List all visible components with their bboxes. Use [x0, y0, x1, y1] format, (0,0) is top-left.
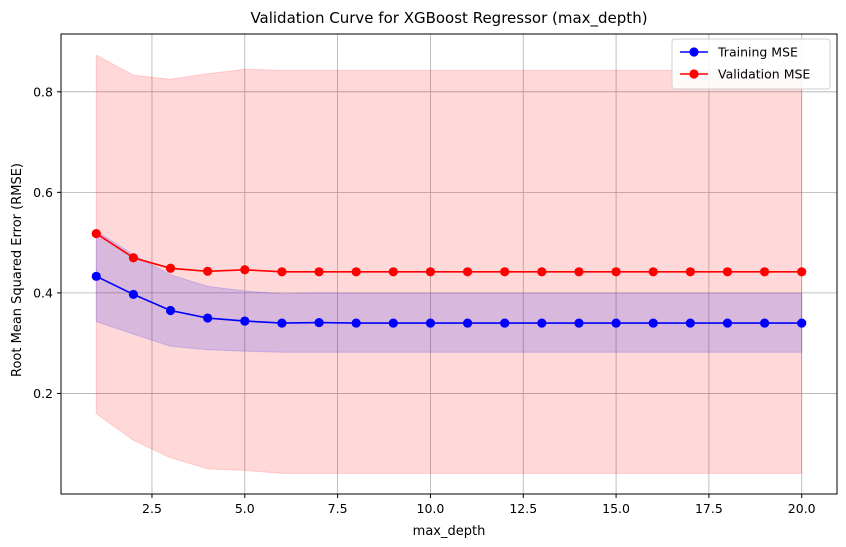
std-band-validation: [95, 54, 803, 474]
data-point-validation: [240, 265, 250, 275]
series-line-training: [95, 275, 802, 324]
data-point-training: [574, 318, 584, 328]
data-point-training: [500, 318, 510, 328]
data-point-training: [240, 316, 250, 326]
data-point-training: [722, 318, 733, 328]
data-point-validation: [648, 267, 658, 277]
data-point-validation: [351, 267, 361, 277]
y-tick-label: 0.4: [33, 285, 53, 300]
data-point-validation: [314, 267, 324, 277]
data-point-training: [351, 318, 361, 328]
x-axis-label: max_depth: [413, 524, 486, 539]
data-point-validation: [165, 263, 176, 273]
axes-frame: [60, 33, 838, 495]
data-point-validation: [797, 267, 807, 277]
x-tick-label: 10.0: [417, 501, 445, 516]
legend-label-training: Training MSE: [717, 45, 798, 60]
y-tick-label: 0.8: [33, 84, 53, 99]
data-point-validation: [759, 267, 770, 277]
legend: Training MSE Validation MSE: [671, 38, 831, 90]
y-tick-label: 0.6: [33, 185, 53, 200]
data-point-validation: [462, 267, 473, 277]
series-line-validation: [95, 232, 802, 273]
chart-title: Validation Curve for XGBoost Regressor (…: [250, 9, 647, 28]
data-point-validation: [685, 267, 695, 277]
data-point-validation: [537, 267, 547, 277]
data-point-training: [537, 318, 547, 328]
data-point-training: [165, 305, 176, 316]
x-tick-label: 12.5: [509, 501, 537, 516]
x-tick-label: 20.0: [788, 501, 816, 516]
data-point-training: [203, 313, 213, 323]
grid-lines: [61, 34, 837, 494]
data-point-training: [759, 318, 770, 328]
legend-box: [671, 38, 831, 90]
x-tick-label: 2.5: [142, 501, 162, 516]
x-tick-label: 17.5: [695, 501, 723, 516]
data-point-training: [277, 318, 287, 328]
y-axis-label: Root Mean Squared Error (RMSE): [10, 163, 25, 377]
legend-marker-training: [689, 47, 699, 57]
data-point-validation: [388, 267, 398, 277]
data-point-validation: [574, 267, 584, 277]
std-bands: [95, 54, 803, 474]
data-point-training: [91, 271, 101, 281]
legend-marker-validation: [689, 69, 699, 79]
data-point-training: [425, 318, 436, 328]
y-tick-label: 0.2: [33, 386, 53, 401]
series-lines: [91, 228, 807, 328]
data-point-validation: [203, 266, 213, 276]
legend-label-validation: Validation MSE: [718, 67, 810, 82]
x-tick-label: 15.0: [602, 501, 630, 516]
data-point-training: [128, 289, 139, 300]
data-point-training: [388, 318, 398, 328]
data-point-validation: [425, 267, 436, 277]
x-tick-label: 7.5: [328, 501, 348, 516]
data-point-training: [462, 318, 473, 328]
data-point-training: [685, 318, 695, 328]
data-point-training: [611, 318, 621, 328]
data-point-validation: [500, 267, 510, 277]
data-point-training: [648, 318, 658, 328]
tick-labels: 2.5 5.0 7.5 10.0 12.5 15.0 17.5 20.0 0.2 0.4 0.6 0.…: [33, 84, 816, 516]
data-point-validation: [91, 228, 101, 239]
x-tick-label: 5.0: [235, 501, 255, 516]
data-point-training: [314, 317, 324, 328]
data-point-validation: [128, 253, 139, 263]
data-point-validation: [611, 267, 621, 277]
data-point-training: [797, 318, 807, 328]
data-point-validation: [277, 267, 287, 277]
data-point-validation: [722, 267, 733, 277]
plot-frame: [60, 33, 838, 495]
